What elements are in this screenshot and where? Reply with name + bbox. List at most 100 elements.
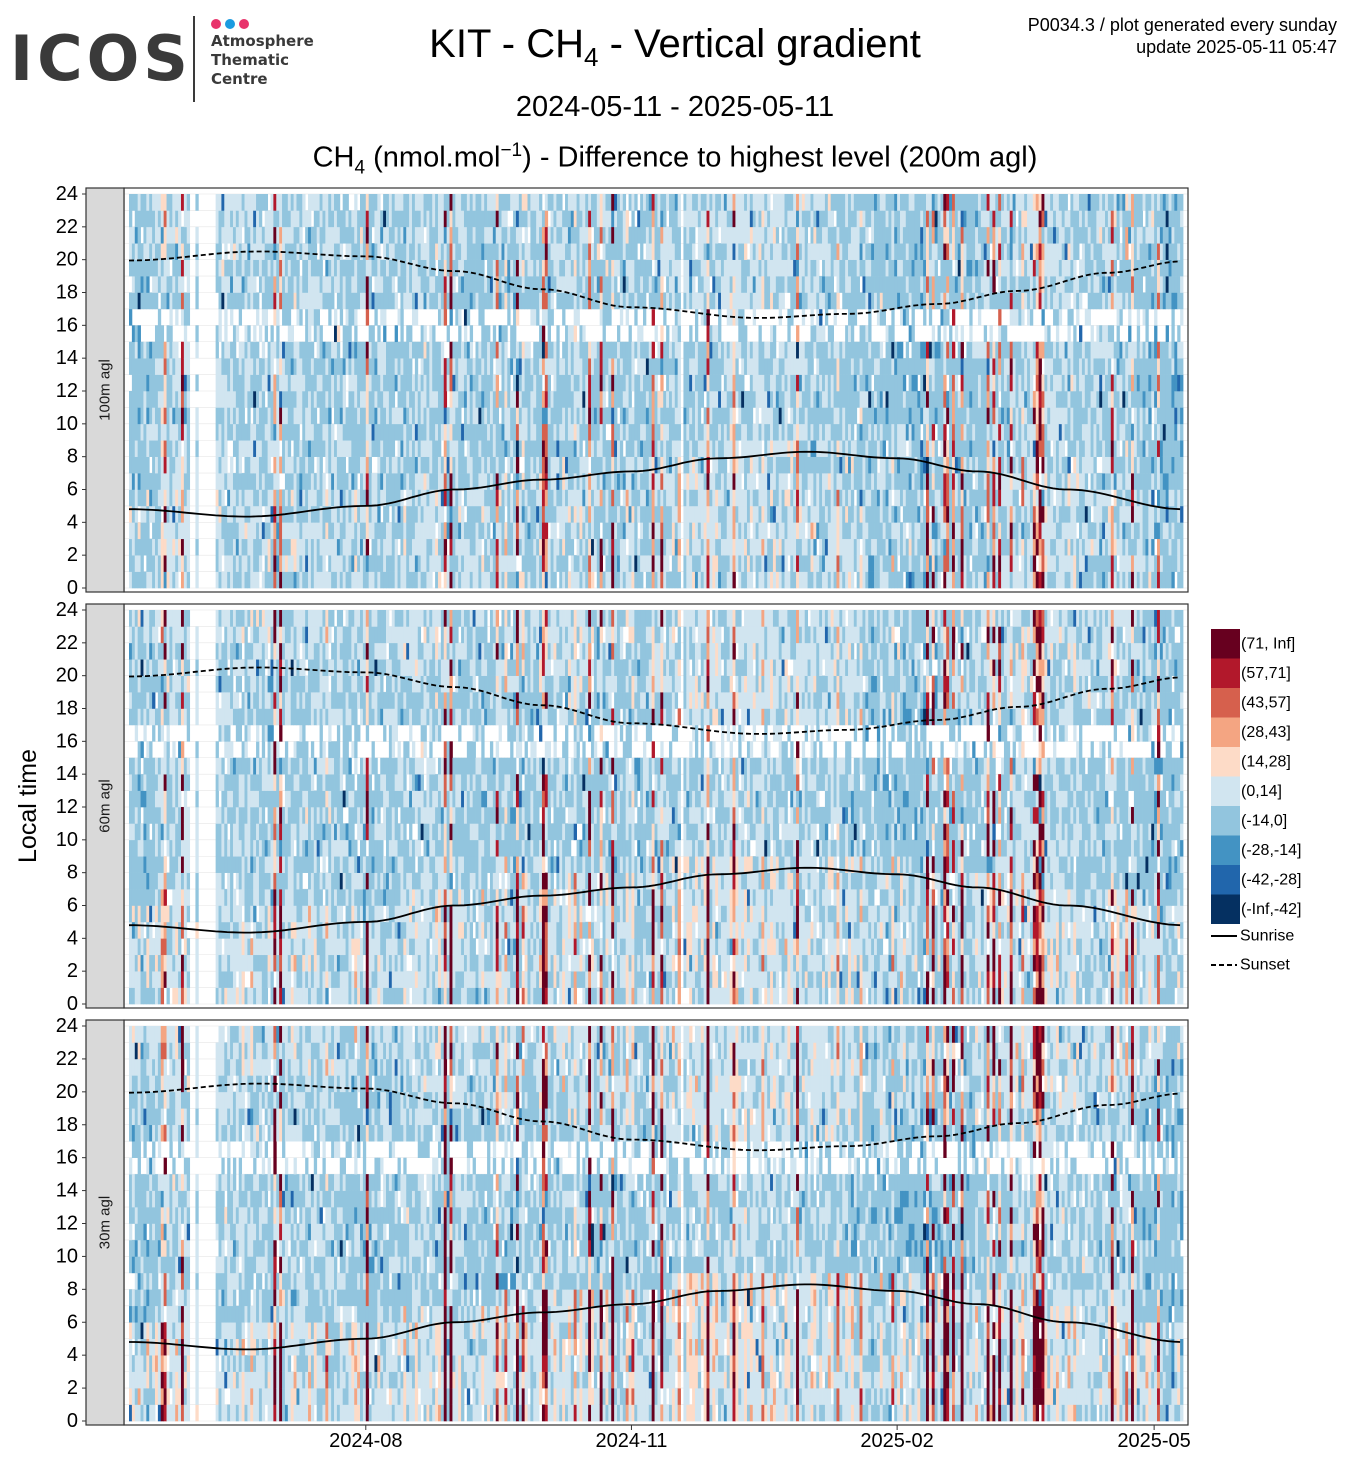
heatmap-cell — [360, 243, 364, 260]
heatmap-cell — [282, 358, 286, 375]
heatmap-cell — [227, 276, 231, 293]
heatmap-cell — [778, 538, 783, 556]
heatmap-cell — [755, 259, 759, 277]
heatmap-cell — [495, 243, 500, 260]
heatmap-cell — [631, 243, 635, 260]
heatmap-cell — [761, 194, 765, 211]
heatmap-cell — [501, 473, 505, 490]
heatmap-cell — [449, 194, 453, 211]
heatmap-cell — [498, 505, 502, 523]
heatmap-cell — [409, 505, 413, 523]
heatmap-cell — [718, 555, 722, 572]
heatmap-cell — [513, 489, 517, 507]
heatmap-cell — [770, 571, 774, 589]
heatmap-cell — [154, 489, 159, 507]
heatmap-cell — [683, 276, 687, 293]
heatmap-cell — [449, 440, 453, 457]
heatmap-cell — [232, 259, 237, 277]
heatmap-cell — [478, 456, 482, 474]
heatmap-cell — [651, 555, 655, 572]
heatmap-cell — [605, 440, 609, 457]
heatmap-cell — [631, 276, 635, 293]
heatmap-cell — [489, 555, 494, 572]
heatmap-cell — [755, 243, 759, 260]
heatmap-cell — [634, 555, 638, 572]
heatmap-cell — [383, 292, 387, 310]
heatmap-cell — [241, 391, 245, 408]
heatmap-cell — [253, 407, 257, 425]
heatmap-cell — [360, 374, 364, 392]
heatmap-cell — [383, 374, 387, 392]
heatmap-cell — [157, 555, 162, 572]
heatmap-cell — [593, 243, 598, 260]
heatmap-cell — [723, 210, 728, 228]
heatmap-cell — [414, 308, 419, 326]
heatmap-cell — [495, 571, 500, 589]
heatmap-cell — [539, 358, 543, 375]
heatmap-cell — [215, 276, 219, 293]
heatmap-cell — [175, 571, 179, 589]
heatmap-cell — [411, 308, 416, 326]
heatmap-cell — [461, 358, 465, 375]
heatmap-cell — [498, 456, 502, 474]
heatmap-cell — [348, 522, 352, 540]
heatmap-cell — [160, 210, 165, 228]
heatmap-cell — [267, 473, 271, 490]
heatmap-cell — [767, 226, 771, 244]
heatmap-cell — [386, 374, 390, 392]
heatmap-cell — [250, 292, 254, 310]
heatmap-cell — [221, 259, 225, 277]
heatmap-cell — [175, 538, 179, 556]
heatmap-cell — [674, 473, 679, 490]
heatmap-cell — [215, 538, 219, 556]
heatmap-cell — [755, 292, 759, 310]
heatmap-cell — [622, 358, 627, 375]
heatmap-cell — [709, 325, 713, 343]
heatmap-cell — [596, 571, 601, 589]
heatmap-cell — [411, 423, 416, 441]
heatmap-cell — [602, 522, 606, 540]
heatmap-cell — [671, 571, 676, 589]
heatmap-cell — [579, 456, 583, 474]
heatmap-cell — [533, 341, 537, 359]
heatmap-cell — [455, 473, 459, 490]
heatmap-cell — [391, 243, 396, 260]
heatmap-cell — [163, 243, 167, 260]
heatmap-cell — [573, 391, 577, 408]
heatmap-cell — [677, 259, 681, 277]
heatmap-cell — [628, 391, 632, 408]
heatmap-cell — [735, 473, 739, 490]
heatmap-cell — [235, 473, 240, 490]
heatmap-cell — [605, 456, 609, 474]
heatmap-cell — [475, 489, 479, 507]
heatmap-cell — [371, 374, 375, 392]
heatmap-cell — [758, 194, 762, 211]
heatmap-cell — [175, 358, 179, 375]
heatmap-cell — [741, 194, 745, 211]
heatmap-cell — [694, 358, 699, 375]
heatmap-cell — [368, 226, 372, 244]
heatmap-cell — [414, 473, 419, 490]
heatmap-cell — [585, 226, 589, 244]
heatmap-cell — [195, 374, 199, 392]
heatmap-cell — [232, 210, 237, 228]
heatmap-cell — [533, 555, 537, 572]
heatmap-cell — [227, 391, 231, 408]
heatmap-cell — [784, 226, 788, 244]
heatmap-cell — [651, 341, 655, 359]
heatmap-cell — [354, 522, 358, 540]
heatmap-cell — [423, 325, 427, 343]
heatmap-cell — [712, 505, 716, 523]
heatmap-cell — [354, 210, 358, 228]
heatmap-cell — [585, 276, 589, 293]
heatmap-cell — [660, 341, 664, 359]
heatmap-cell — [232, 505, 237, 523]
heatmap-cell — [790, 243, 794, 260]
heatmap-cell — [703, 538, 707, 556]
heatmap-cell — [166, 325, 170, 343]
heatmap-cell — [790, 210, 794, 228]
heatmap-cell — [645, 423, 650, 441]
heatmap-cell — [362, 341, 367, 359]
heatmap-cell — [510, 571, 514, 589]
heatmap-cell — [152, 210, 156, 228]
